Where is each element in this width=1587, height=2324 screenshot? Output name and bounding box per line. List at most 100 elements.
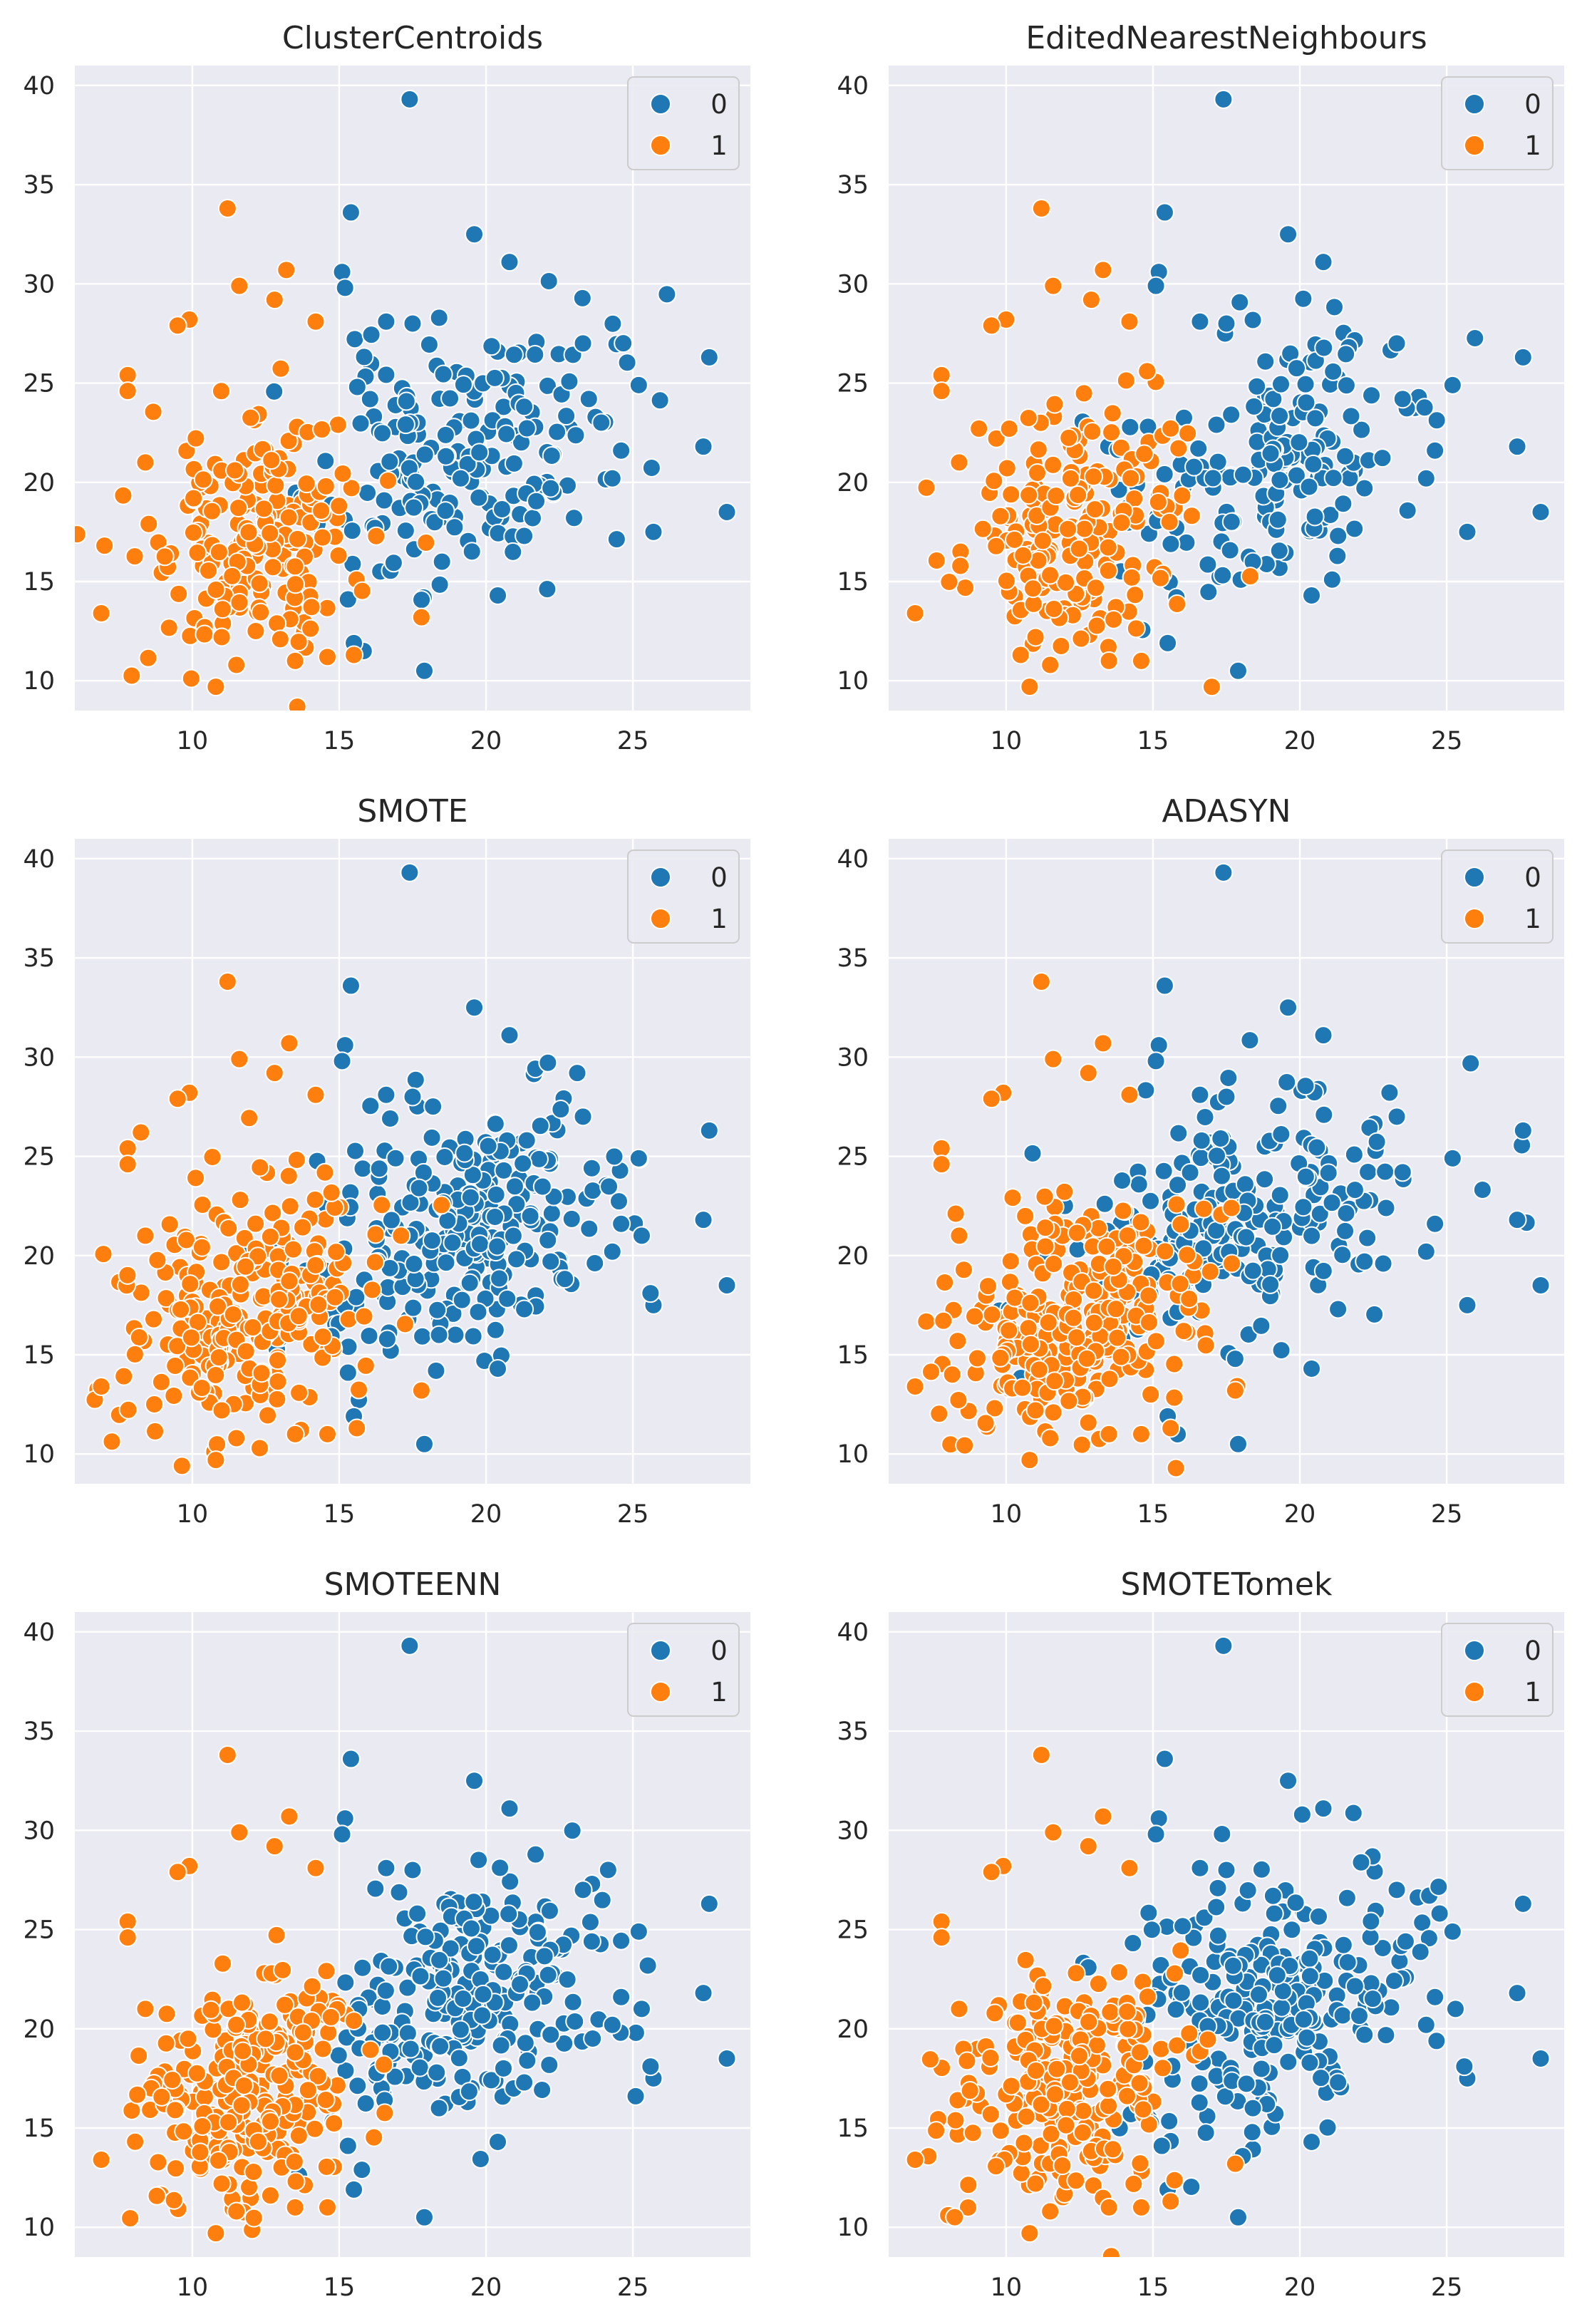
point-class-0 bbox=[1247, 376, 1267, 396]
y-tick-label: 15 bbox=[837, 568, 869, 597]
point-class-1 bbox=[349, 1380, 369, 1400]
point-class-0 bbox=[342, 521, 362, 541]
point-class-1 bbox=[212, 1400, 232, 1420]
point-class-1 bbox=[267, 614, 287, 634]
point-class-1 bbox=[1005, 530, 1025, 549]
point-class-1 bbox=[985, 2003, 1005, 2023]
point-class-1 bbox=[275, 1995, 295, 2015]
point-class-0 bbox=[1362, 386, 1382, 406]
point-class-0 bbox=[462, 1165, 482, 1185]
y-tick-label: 10 bbox=[837, 1440, 869, 1469]
point-class-0 bbox=[422, 1127, 442, 1147]
point-class-0 bbox=[453, 1989, 473, 2009]
point-class-0 bbox=[1442, 1148, 1462, 1168]
y-tick-label: 40 bbox=[23, 845, 55, 874]
point-class-1 bbox=[139, 514, 159, 534]
points-layer bbox=[75, 89, 737, 711]
point-class-0 bbox=[1507, 1983, 1527, 2003]
y-tick-label: 25 bbox=[837, 1143, 869, 1172]
point-class-1 bbox=[325, 1287, 345, 1307]
point-class-0 bbox=[494, 2058, 514, 2078]
point-class-0 bbox=[445, 517, 465, 537]
point-class-0 bbox=[338, 1363, 358, 1383]
point-class-1 bbox=[1148, 492, 1168, 512]
point-class-1 bbox=[1150, 568, 1170, 588]
point-class-1 bbox=[264, 1063, 284, 1083]
point-class-1 bbox=[1001, 2076, 1021, 2096]
point-class-1 bbox=[1056, 572, 1076, 592]
point-class-1 bbox=[1015, 1206, 1035, 1226]
point-class-0 bbox=[693, 1210, 713, 1230]
point-class-0 bbox=[1416, 468, 1436, 488]
point-class-1 bbox=[1194, 1199, 1214, 1219]
point-class-1 bbox=[1060, 468, 1080, 488]
point-class-1 bbox=[1040, 655, 1060, 675]
point-class-0 bbox=[1513, 1120, 1533, 1140]
point-class-0 bbox=[1313, 1799, 1333, 1819]
point-class-1 bbox=[288, 529, 308, 549]
point-class-0 bbox=[1195, 1107, 1215, 1127]
point-class-1 bbox=[271, 358, 291, 378]
point-class-1 bbox=[1225, 1380, 1245, 1400]
point-class-1 bbox=[1121, 468, 1141, 488]
point-class-1 bbox=[1151, 2039, 1171, 2059]
point-class-0 bbox=[515, 2033, 535, 2053]
point-class-1 bbox=[1099, 1424, 1119, 1444]
point-class-0 bbox=[522, 508, 542, 528]
point-class-1 bbox=[1171, 1214, 1191, 1234]
point-class-0 bbox=[1228, 2207, 1248, 2227]
point-class-1 bbox=[1075, 519, 1095, 539]
point-class-0 bbox=[433, 364, 453, 384]
chart-title: ADASYN bbox=[1162, 793, 1291, 830]
point-class-1 bbox=[317, 1424, 337, 1444]
point-class-0 bbox=[1166, 2000, 1186, 2020]
point-class-0 bbox=[579, 1219, 599, 1239]
point-class-0 bbox=[1278, 998, 1298, 1018]
y-tick-label: 15 bbox=[23, 2114, 55, 2143]
point-class-1 bbox=[1169, 438, 1189, 458]
x-tick-label: 25 bbox=[617, 2273, 649, 2302]
point-class-0 bbox=[428, 1300, 448, 1320]
point-class-0 bbox=[366, 1879, 386, 1899]
point-class-1 bbox=[1131, 1212, 1151, 1232]
point-class-1 bbox=[333, 464, 353, 484]
point-class-1 bbox=[1166, 1458, 1186, 1478]
point-class-0 bbox=[1278, 2052, 1298, 2072]
point-class-0 bbox=[1216, 1087, 1236, 1107]
point-class-1 bbox=[905, 1377, 925, 1397]
point-class-0 bbox=[1214, 89, 1234, 109]
point-class-1 bbox=[279, 1033, 299, 1053]
point-class-0 bbox=[563, 1992, 583, 2012]
point-class-1 bbox=[239, 1108, 259, 1128]
point-class-0 bbox=[345, 329, 365, 349]
point-class-0 bbox=[436, 446, 456, 466]
point-class-1 bbox=[931, 365, 951, 385]
point-class-1 bbox=[362, 1280, 382, 1300]
point-class-0 bbox=[463, 1326, 483, 1346]
point-class-0 bbox=[1323, 361, 1343, 381]
point-class-1 bbox=[260, 523, 280, 543]
point-class-0 bbox=[580, 1912, 600, 1932]
point-class-1 bbox=[227, 1428, 247, 1448]
point-class-0 bbox=[562, 1821, 582, 1841]
point-class-1 bbox=[1023, 579, 1043, 599]
point-class-1 bbox=[1120, 311, 1139, 331]
point-class-1 bbox=[1103, 2139, 1123, 2159]
point-class-1 bbox=[1102, 403, 1122, 423]
point-class-1 bbox=[931, 1138, 951, 1158]
point-class-0 bbox=[1221, 405, 1241, 425]
point-class-0 bbox=[1129, 1174, 1149, 1194]
point-class-0 bbox=[527, 491, 547, 511]
point-class-0 bbox=[415, 445, 435, 465]
point-class-0 bbox=[1211, 1166, 1231, 1186]
point-class-0 bbox=[460, 1187, 480, 1207]
point-class-1 bbox=[1111, 1347, 1131, 1367]
point-class-0 bbox=[487, 1236, 507, 1256]
point-class-0 bbox=[470, 1234, 490, 1254]
point-class-0 bbox=[1261, 443, 1281, 463]
point-class-1 bbox=[1031, 971, 1051, 991]
point-class-1 bbox=[1066, 2171, 1086, 2191]
point-class-0 bbox=[1286, 1893, 1306, 1913]
point-class-0 bbox=[1191, 1993, 1211, 2013]
point-class-1 bbox=[1044, 1254, 1064, 1274]
